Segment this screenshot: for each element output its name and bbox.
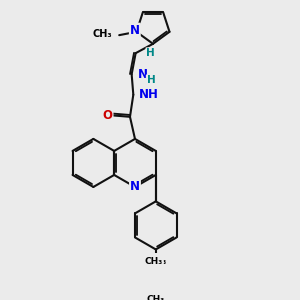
Text: H: H bbox=[146, 48, 155, 58]
Text: CH₃: CH₃ bbox=[148, 257, 167, 266]
Text: CH₃: CH₃ bbox=[147, 295, 165, 300]
Text: N: N bbox=[130, 181, 140, 194]
Text: CH₃: CH₃ bbox=[145, 257, 163, 266]
Text: O: O bbox=[103, 109, 112, 122]
Text: N: N bbox=[138, 68, 148, 81]
Text: N: N bbox=[130, 24, 140, 37]
Text: H: H bbox=[147, 75, 155, 85]
Text: NH: NH bbox=[139, 88, 159, 101]
Text: CH₃: CH₃ bbox=[92, 29, 112, 39]
